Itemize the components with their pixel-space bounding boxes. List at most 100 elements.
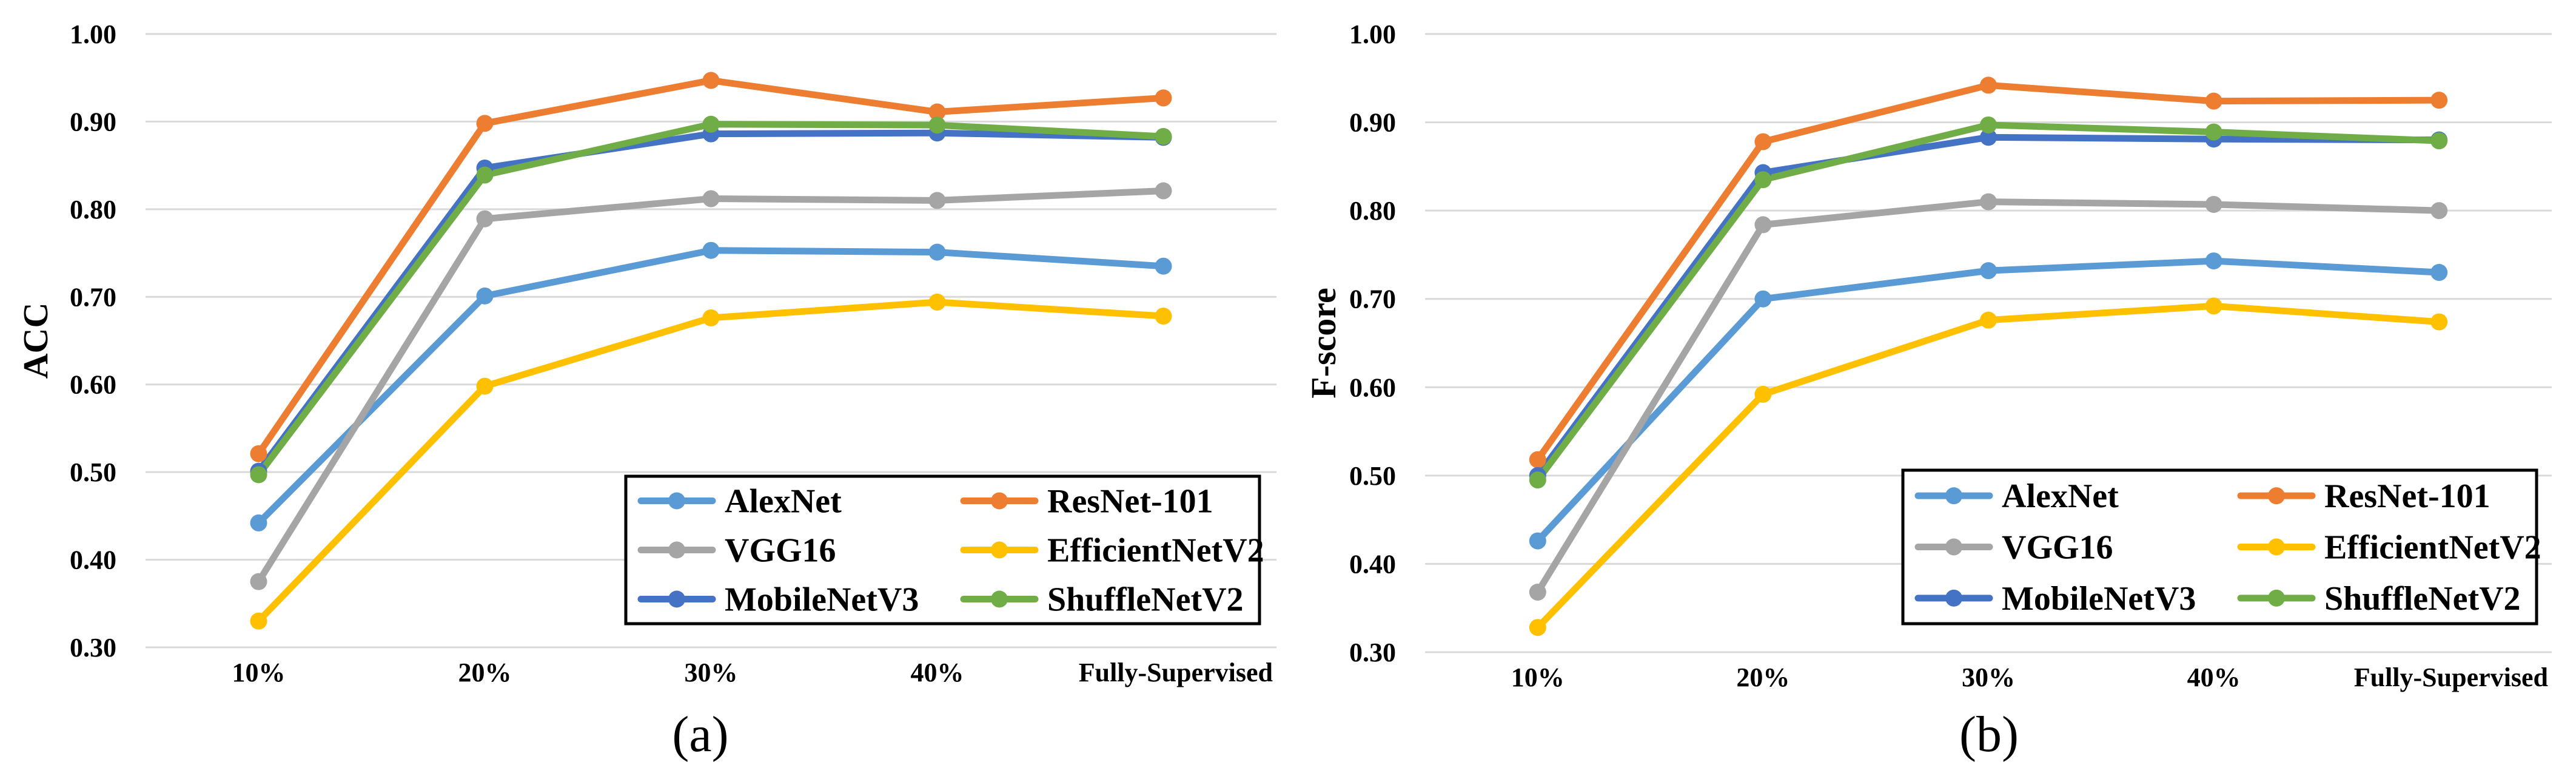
y-tick-label: 0.90	[70, 107, 116, 137]
x-tick-labels: 10% 20% 30% 40% Fully-Supervised	[1511, 663, 2548, 692]
data-point-resnet-101	[1155, 89, 1172, 107]
data-point-efficientnetv2	[702, 309, 720, 326]
y-tick-label: 0.40	[1349, 549, 1396, 579]
legend-item-efficientnetv2: EfficientNetV2	[2237, 529, 2541, 567]
data-point-alexnet	[702, 241, 720, 259]
legend-label: ResNet-101	[1047, 483, 1213, 521]
data-point-shufflenetv2	[250, 466, 267, 484]
data-point-shufflenetv2	[928, 116, 946, 134]
data-point-vgg16	[2430, 202, 2448, 220]
data-point-alexnet	[250, 514, 267, 531]
y-tick-labels: 0.30 0.40 0.50 0.60 0.70 0.80 0.90 1.00	[70, 19, 116, 663]
y-axis-label: F-score	[1304, 288, 1343, 399]
data-point-shufflenetv2	[1155, 127, 1172, 145]
data-point-resnet-101	[1529, 451, 1546, 468]
data-point-efficientnetv2	[1980, 311, 1997, 329]
legend-box	[1901, 468, 2538, 626]
legend-item-efficientnetv2: EfficientNetV2	[960, 532, 1264, 570]
data-point-resnet-101	[1754, 133, 1772, 150]
legend-swatch-marker	[2268, 589, 2285, 607]
panel-caption: (a)	[672, 706, 728, 763]
y-tick-label: 0.80	[70, 195, 116, 224]
y-tick-labels: 0.30 0.40 0.50 0.60 0.70 0.80 0.90 1.00	[1349, 19, 1396, 667]
y-tick-label: 0.70	[1349, 285, 1396, 314]
legend-item-shufflenetv2: ShuffleNetV2	[960, 581, 1244, 619]
data-point-resnet-101	[928, 103, 946, 121]
y-tick-label: 0.70	[70, 282, 116, 312]
legend-swatch-marker	[668, 541, 685, 559]
legend-swatch-marker	[2268, 487, 2285, 505]
data-point-resnet-101	[1980, 76, 1997, 94]
legend-item-vgg16: VGG16	[1914, 529, 2113, 567]
legend-label: ResNet-101	[2324, 477, 2490, 515]
data-point-shufflenetv2	[1754, 171, 1772, 189]
chart-panel-a: 0.30 0.40 0.50 0.60 0.70 0.80 0.90 1.00 10% 20% 30…	[16, 19, 1276, 763]
x-tick-label: 20%	[1736, 663, 1789, 692]
data-point-efficientnetv2	[1754, 385, 1772, 403]
data-point-vgg16	[250, 573, 267, 590]
legend-label: ShuffleNetV2	[2324, 580, 2521, 618]
y-tick-label: 0.90	[1349, 108, 1396, 138]
data-point-efficientnetv2	[1529, 619, 1546, 636]
legend-item-resnet-101: ResNet-101	[2237, 477, 2490, 515]
x-tick-label: 10%	[232, 658, 286, 687]
panel-caption: (b)	[1959, 706, 2019, 763]
legend-item-mobilenetv3: MobileNetV3	[1914, 580, 2196, 618]
legend-swatch-marker	[2268, 538, 2285, 556]
legend-label: MobileNetV3	[725, 581, 919, 619]
legend-box	[624, 474, 1261, 626]
data-point-efficientnetv2	[2430, 313, 2448, 331]
series-group	[250, 72, 1172, 630]
legend-label: ShuffleNetV2	[1047, 581, 1244, 619]
y-axis-label: ACC	[16, 303, 55, 379]
data-point-resnet-101	[250, 445, 267, 462]
x-tick-label: 20%	[458, 658, 512, 687]
legend-item-alexnet: AlexNet	[637, 483, 842, 521]
legend: AlexNet ResNet-101 VGG16 EfficientNetV2 Mobi…	[624, 474, 1264, 626]
data-point-vgg16	[1155, 182, 1172, 200]
chart-panel-b: 0.30 0.40 0.50 0.60 0.70 0.80 0.90 1.00 10% 20% 30…	[1304, 19, 2552, 763]
legend-label: MobileNetV3	[2002, 580, 2196, 618]
y-tick-label: 1.00	[70, 19, 116, 49]
data-point-alexnet	[2430, 264, 2448, 282]
data-point-efficientnetv2	[928, 293, 946, 311]
data-point-vgg16	[1754, 216, 1772, 234]
data-point-alexnet	[476, 287, 494, 305]
series-line-shufflenetv2	[1534, 121, 2443, 484]
y-tick-label: 0.30	[70, 633, 116, 663]
legend-item-mobilenetv3: MobileNetV3	[637, 581, 919, 619]
data-point-vgg16	[702, 190, 720, 207]
data-point-shufflenetv2	[476, 166, 494, 184]
data-point-alexnet	[2205, 252, 2222, 270]
legend-label: AlexNet	[2002, 477, 2119, 515]
data-point-alexnet	[928, 243, 946, 261]
x-tick-labels: 10% 20% 30% 40% Fully-Supervised	[232, 658, 1273, 687]
series-line-mobilenetv3	[1534, 133, 2443, 479]
legend-label: VGG16	[2002, 529, 2113, 567]
data-point-resnet-101	[702, 72, 720, 89]
data-point-resnet-101	[476, 115, 494, 132]
x-tick-label: 40%	[911, 658, 964, 687]
data-point-efficientnetv2	[2205, 297, 2222, 315]
x-tick-label: 30%	[685, 658, 738, 687]
y-tick-label: 0.50	[1349, 461, 1396, 491]
data-point-vgg16	[928, 192, 946, 209]
legend-swatch-marker	[668, 492, 685, 510]
legend-swatch-marker	[991, 590, 1008, 608]
legend-item-shufflenetv2: ShuffleNetV2	[2237, 580, 2521, 618]
data-point-alexnet	[1155, 257, 1172, 275]
data-point-shufflenetv2	[2430, 132, 2448, 150]
x-tick-label: 30%	[1962, 663, 2015, 692]
data-point-alexnet	[1529, 532, 1546, 550]
data-point-alexnet	[1754, 290, 1772, 308]
legend-item-resnet-101: ResNet-101	[960, 483, 1213, 521]
y-tick-label: 0.80	[1349, 196, 1396, 226]
x-tick-label: Fully-Supervised	[2354, 663, 2548, 692]
data-point-shufflenetv2	[702, 115, 720, 133]
data-point-mobilenetv3	[1980, 129, 1997, 146]
legend-swatch-marker	[1945, 538, 1962, 556]
legend-label: AlexNet	[725, 483, 842, 521]
data-point-vgg16	[476, 210, 494, 228]
data-point-resnet-101	[2205, 92, 2222, 110]
y-tick-label: 0.50	[70, 457, 116, 487]
